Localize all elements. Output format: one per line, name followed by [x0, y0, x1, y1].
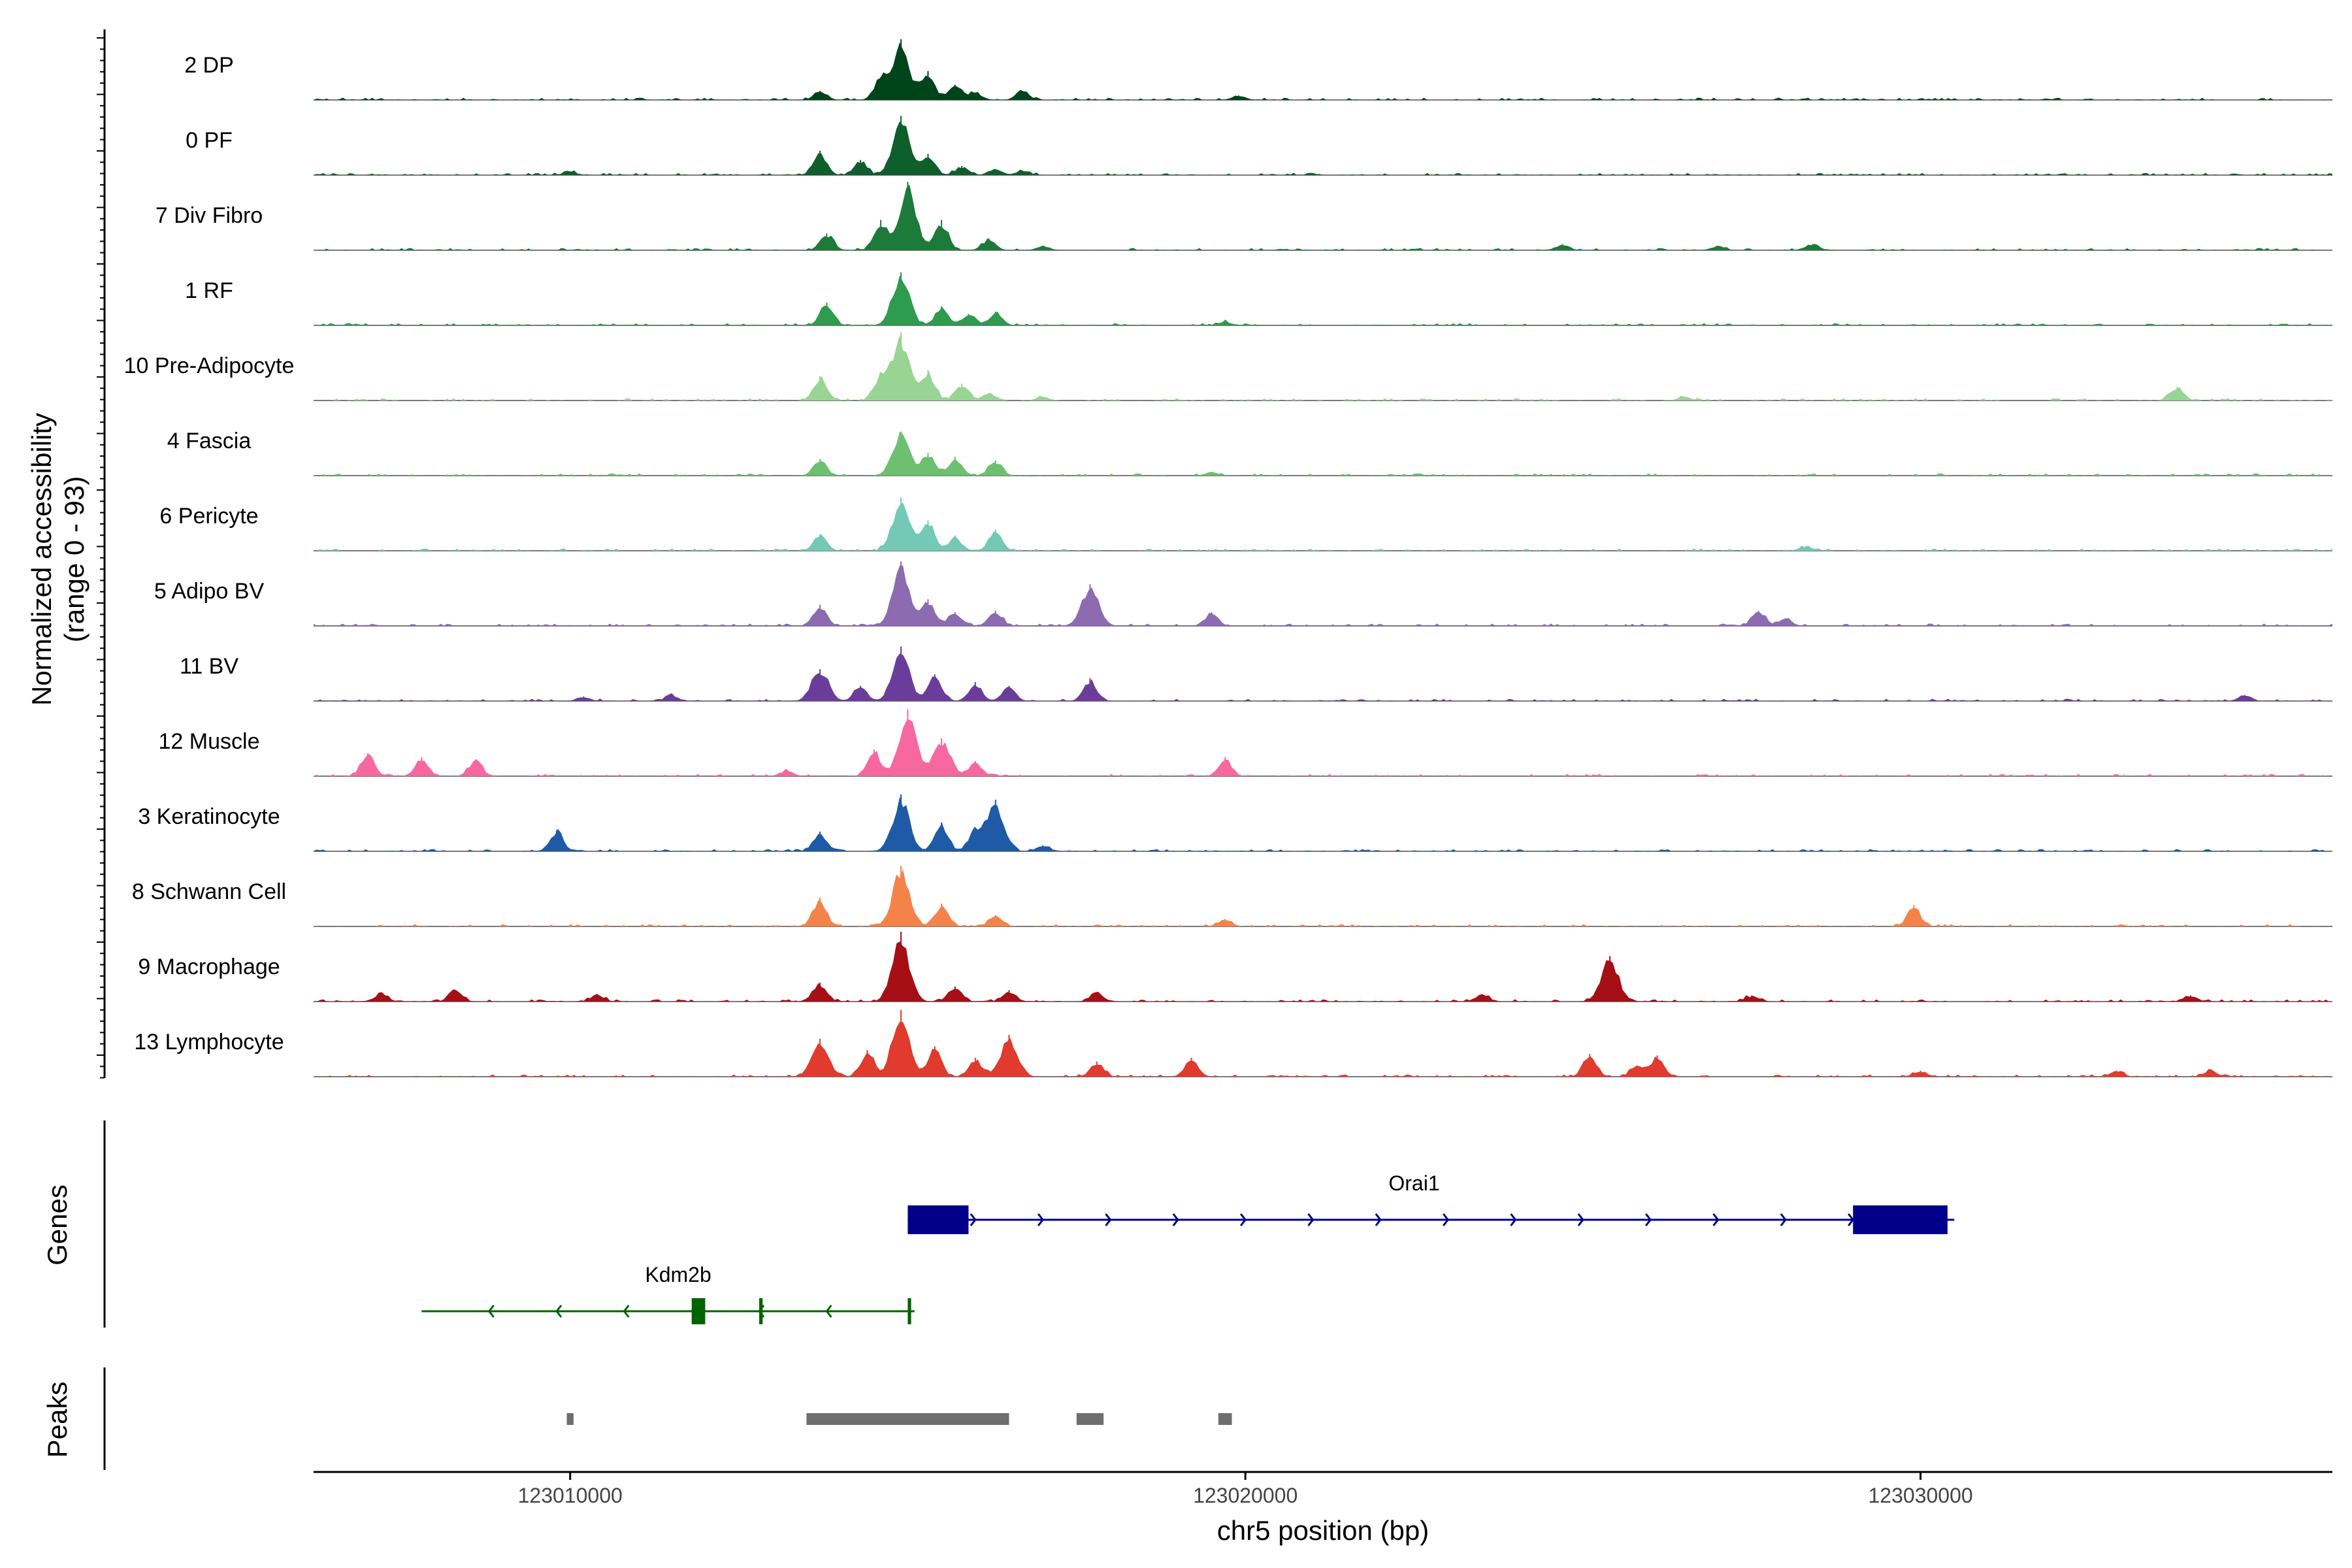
exon: [759, 1298, 763, 1324]
strand-arrow: [825, 1305, 832, 1318]
coverage-area: [314, 335, 2332, 400]
track-10-pre-adipocyte: 10 Pre-Adipocyte: [124, 332, 2332, 401]
track-1-rf: 1 RF: [185, 272, 2332, 326]
peak-region: [566, 1413, 574, 1425]
track-label: 7 Div Fibro: [155, 203, 263, 228]
gene-label: Kdm2b: [645, 1263, 711, 1286]
genes-track-label: Genes: [42, 1184, 73, 1266]
exon: [907, 1298, 911, 1324]
coverage-area: [314, 719, 2332, 776]
track-label: 0 PF: [186, 128, 233, 153]
track-label: 6 Pericyte: [159, 504, 258, 529]
track-label: 1 RF: [185, 278, 233, 303]
strand-arrow: [970, 1213, 977, 1226]
coverage-area: [314, 1022, 2332, 1077]
track-11-bv: 11 BV: [180, 646, 2332, 702]
strand-arrow: [1780, 1213, 1787, 1226]
track-label: 3 Keratinocyte: [138, 804, 280, 829]
strand-arrow: [555, 1305, 563, 1318]
gene-orai1: Orai1: [907, 1171, 1955, 1234]
strand-arrow: [623, 1305, 630, 1318]
track-label: 11 BV: [180, 654, 238, 679]
coverage-area: [314, 184, 2332, 250]
track-2-dp: 2 DP: [184, 39, 2332, 101]
peak-region: [806, 1413, 1009, 1425]
x-tick-label: 123030000: [1869, 1484, 1973, 1507]
coverage-area: [314, 653, 2332, 701]
coverage-area: [314, 941, 2332, 1002]
strand-arrow: [1239, 1213, 1247, 1226]
track-8-schwann-cell: 8 Schwann Cell: [132, 866, 2332, 927]
track-0-pf: 0 PF: [186, 116, 2332, 176]
strand-arrow: [1172, 1213, 1179, 1226]
track-12-muscle: 12 Muscle: [159, 709, 2332, 777]
y-axis-title: Normalized accessibility: [26, 413, 57, 706]
genes-panel: Genes Orai1 Kdm2b: [42, 1120, 1955, 1328]
track-label: 8 Schwann Cell: [132, 879, 286, 904]
strand-arrow: [1712, 1213, 1720, 1226]
track-label: 13 Lymphocyte: [134, 1030, 284, 1054]
coverage-area: [314, 869, 2332, 926]
track-13-lymphocyte: 13 Lymphocyte: [134, 1009, 2332, 1077]
strand-arrow: [1577, 1213, 1584, 1226]
y-axis: [97, 29, 106, 1079]
track-label: 10 Pre-Adipocyte: [124, 353, 295, 378]
peak-region: [1076, 1413, 1104, 1425]
track-label: 5 Adipo BV: [154, 579, 265, 604]
x-axis: 123010000 123020000 123030000: [314, 1471, 2332, 1507]
exon: [691, 1298, 706, 1324]
track-label: 9 Macrophage: [138, 955, 280, 979]
peak-region: [1218, 1413, 1232, 1425]
track-6-pericyte: 6 Pericyte: [159, 497, 2332, 551]
strand-arrow: [1375, 1213, 1382, 1226]
x-axis-title: chr5 position (bp): [1217, 1515, 1429, 1546]
track-9-macrophage: 9 Macrophage: [138, 932, 2332, 1002]
coverage-area: [314, 565, 2332, 626]
strand-arrow: [1307, 1213, 1315, 1226]
strand-arrow: [1510, 1213, 1517, 1226]
track-3-keratinocyte: 3 Keratinocyte: [138, 794, 2332, 852]
track-label: 4 Fascia: [167, 429, 252, 453]
strand-arrow: [487, 1305, 495, 1318]
peaks-panel: Peaks: [42, 1367, 1232, 1470]
track-7-div-fibro: 7 Div Fibro: [155, 182, 2332, 251]
coverage-area: [314, 121, 2332, 175]
coverage-tracks: 2 DP 0 PF 7 Div Fibro 1 RF 10 Pre-Adipocyte 4…: [124, 39, 2332, 1077]
x-tick-label: 123010000: [518, 1484, 623, 1507]
strand-arrow: [1105, 1213, 1112, 1226]
gene-label: Orai1: [1388, 1171, 1439, 1195]
exon: [907, 1205, 969, 1234]
coverage-area: [314, 502, 2332, 551]
coverage-area: [314, 275, 2332, 325]
track-5-adipo-bv: 5 Adipo BV: [154, 561, 2332, 627]
gene-kdm2b: Kdm2b: [421, 1263, 915, 1324]
exon: [1853, 1205, 1948, 1234]
strand-arrow: [1645, 1213, 1652, 1226]
coverage-area: [314, 431, 2332, 476]
strand-arrow: [1443, 1213, 1450, 1226]
coverage-area: [314, 796, 2332, 851]
peaks-track-label: Peaks: [42, 1382, 73, 1458]
strand-arrow: [1037, 1213, 1045, 1226]
track-4-fascia: 4 Fascia: [167, 429, 2332, 476]
x-tick-label: 123020000: [1193, 1484, 1298, 1507]
track-label: 2 DP: [184, 53, 234, 78]
track-label: 12 Muscle: [159, 729, 260, 754]
y-axis-range-label: (range 0 - 93): [59, 476, 90, 642]
coverage-area: [314, 42, 2332, 100]
